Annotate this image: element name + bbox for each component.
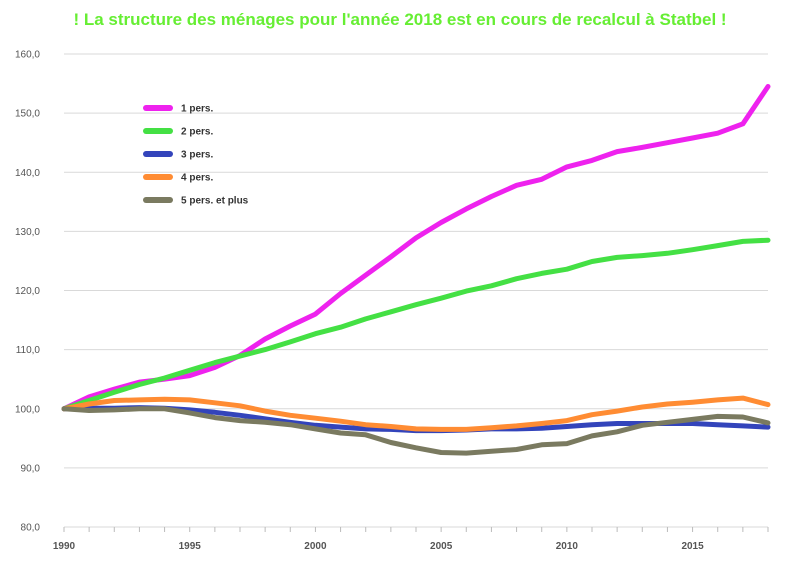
legend: 1 pers. 2 pers. 3 pers. 4 pers. 5 pers. et p… — [143, 104, 249, 207]
series-line-1 — [61, 84, 771, 412]
series-lines — [61, 84, 771, 456]
y-tick-label: 80,0 — [21, 523, 41, 534]
series-line-4 — [61, 395, 771, 432]
axes: 80,0 90,0 100,0 110,0 120,0 130,0 140,0 150,0 16… — [15, 50, 769, 552]
legend-label: 1 pers. — [181, 104, 213, 115]
x-tick-label: 2015 — [681, 541, 704, 552]
gridlines — [64, 53, 768, 528]
y-tick-label: 110,0 — [16, 345, 41, 356]
y-tick-label: 120,0 — [15, 286, 40, 297]
legend-label: 2 pers. — [181, 127, 213, 138]
series-line-2 — [61, 237, 771, 412]
y-tick-label: 100,0 — [15, 404, 40, 415]
x-tick-label: 1990 — [53, 541, 76, 552]
legend-label: 4 pers. — [181, 173, 213, 184]
y-tick-label: 150,0 — [15, 109, 40, 120]
y-tick-label: 160,0 — [15, 50, 40, 61]
x-tick-label: 2010 — [556, 541, 579, 552]
legend-label: 5 pers. et plus — [181, 196, 249, 207]
chart-title: ! La structure des ménages pour l'année … — [73, 10, 727, 29]
legend-label: 3 pers. — [181, 150, 213, 161]
x-tick-label: 2000 — [304, 541, 327, 552]
y-tick-label: 140,0 — [15, 168, 40, 179]
series-line-5 — [61, 406, 771, 456]
x-tick-label: 1995 — [179, 541, 202, 552]
x-tick-label: 2005 — [430, 541, 453, 552]
y-tick-label: 130,0 — [15, 227, 40, 238]
y-tick-label: 90,0 — [21, 463, 41, 474]
